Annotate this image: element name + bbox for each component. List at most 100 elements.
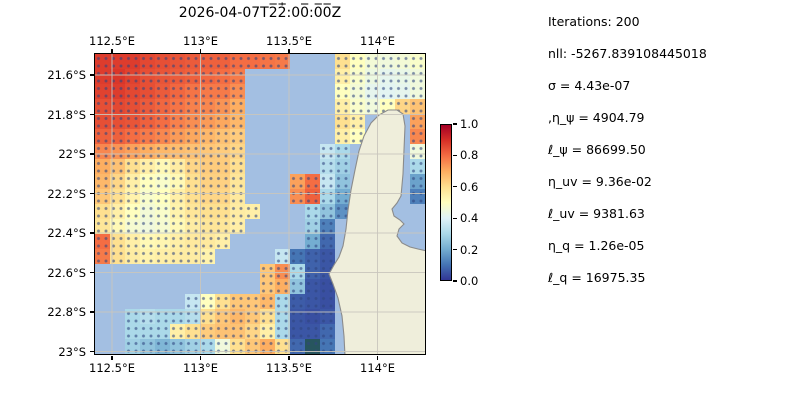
heatmap-cell xyxy=(364,68,381,85)
heatmap-cell xyxy=(169,158,186,175)
heatmap-cell xyxy=(124,113,141,130)
heatmap-cell xyxy=(139,338,156,354)
heatmap-cell xyxy=(274,338,291,354)
heatmap-cell xyxy=(214,83,231,100)
heatmap-cell xyxy=(139,68,156,85)
heatmap-cell xyxy=(409,83,425,100)
heatmap-cell xyxy=(334,68,351,85)
heatmap-cell xyxy=(94,248,111,265)
heatmap-cell xyxy=(139,143,156,160)
heatmap-cell xyxy=(139,308,156,325)
heatmap-cell xyxy=(154,143,171,160)
heatmap-cell xyxy=(229,113,246,130)
heatmap-cell xyxy=(214,203,231,220)
heatmap-cell xyxy=(169,173,186,190)
heatmap-cell xyxy=(169,113,186,130)
heatmap-cell xyxy=(109,83,126,100)
heatmap-cell xyxy=(319,233,336,250)
heatmap-cell xyxy=(364,98,381,115)
y-tick-mark xyxy=(89,232,94,234)
heatmap-cell xyxy=(124,308,141,325)
x-tick-mark xyxy=(288,48,290,53)
heatmap-cell xyxy=(154,68,171,85)
heatmap-cell xyxy=(229,143,246,160)
x-axis-tick-label-top: 113.5°E xyxy=(266,34,312,48)
heatmap-cell xyxy=(229,173,246,190)
x-tick-mark xyxy=(376,48,379,53)
y-tick-mark xyxy=(89,192,94,195)
heatmap-cell xyxy=(124,203,141,220)
colorbar-tick-label: 0.6 xyxy=(460,179,479,194)
heatmap-cell xyxy=(214,293,231,310)
heatmap-cell xyxy=(94,218,111,235)
heatmap-cell xyxy=(154,113,171,130)
heatmap-cell xyxy=(199,308,216,325)
y-axis-tick-label: 22°S xyxy=(58,147,86,161)
y-axis-tick-label: 21.6°S xyxy=(47,68,86,82)
heatmap-cell xyxy=(94,158,111,175)
heatmap-cell xyxy=(124,233,141,250)
heatmap-cell xyxy=(184,173,201,190)
heatmap-cell xyxy=(319,293,336,310)
heatmap-cell xyxy=(409,53,425,70)
heatmap-cell xyxy=(184,323,201,340)
heatmap-cell xyxy=(109,173,126,190)
heatmap-cell xyxy=(94,143,111,160)
stat-line-8: ℓ_q = 16975.35 xyxy=(548,270,646,285)
heatmap-cell xyxy=(109,53,126,70)
heatmap-cell xyxy=(334,203,351,220)
heatmap-cell xyxy=(289,248,306,265)
heatmap-cell xyxy=(259,293,276,310)
heatmap-cell xyxy=(304,293,321,310)
stat-line-4: ℓ_ψ = 86699.50 xyxy=(548,142,646,157)
heatmap-cell xyxy=(139,53,156,70)
heatmap-cell xyxy=(139,203,156,220)
stat-line-3: ,η_ψ = 4904.79 xyxy=(548,110,645,125)
x-axis-tick-label-bottom: 112.5°E xyxy=(89,361,135,375)
heatmap-cell xyxy=(139,98,156,115)
y-tick-mark xyxy=(89,311,94,313)
heatmap-cell xyxy=(139,188,156,205)
heatmap-cell xyxy=(139,248,156,265)
colorbar-tick-mark xyxy=(453,123,457,125)
heatmap-cell xyxy=(334,98,351,115)
heatmap-cell xyxy=(304,173,321,190)
graticule-layer xyxy=(94,53,425,354)
heatmap-cell xyxy=(169,323,186,340)
heatmap-cell-special xyxy=(304,338,321,354)
heatmap-cell xyxy=(154,158,171,175)
heatmap-cell xyxy=(169,188,186,205)
heatmap-cell xyxy=(319,158,336,175)
x-axis-tick-label-bottom: 114°E xyxy=(360,361,395,375)
colorbar xyxy=(440,124,452,281)
heatmap-cell xyxy=(259,278,276,295)
heatmap-cell xyxy=(259,53,276,70)
heatmap-cell xyxy=(154,203,171,220)
heatmap-cell xyxy=(109,98,126,115)
heatmap-cell xyxy=(124,218,141,235)
heatmap-cell xyxy=(124,338,141,354)
heatmap-cell xyxy=(304,323,321,340)
heatmap-cell xyxy=(199,188,216,205)
heatmap-cell xyxy=(304,218,321,235)
heatmap-cell xyxy=(184,143,201,160)
heatmap-cell xyxy=(334,188,351,205)
heatmap-cell xyxy=(154,323,171,340)
heatmap-cell xyxy=(409,68,425,85)
heatmap-cell xyxy=(124,143,141,160)
heatmap-cell xyxy=(214,173,231,190)
stat-line-2: σ = 4.43e-07 xyxy=(548,78,631,93)
heatmap-cell xyxy=(154,128,171,145)
heatmap-cell xyxy=(244,293,261,310)
x-axis-tick-label-top: 112.5°E xyxy=(89,34,135,48)
colorbar-tick-label: 1.0 xyxy=(460,117,479,131)
colorbar-tick-mark xyxy=(453,280,457,282)
y-tick-mark xyxy=(89,74,94,76)
heatmap-cell xyxy=(139,233,156,250)
heatmap-cell xyxy=(214,143,231,160)
map-plot xyxy=(93,52,426,355)
heatmap-cell xyxy=(139,218,156,235)
heatmap-cell xyxy=(109,188,126,205)
heatmap-cell xyxy=(409,98,425,115)
heatmap-cell xyxy=(244,308,261,325)
